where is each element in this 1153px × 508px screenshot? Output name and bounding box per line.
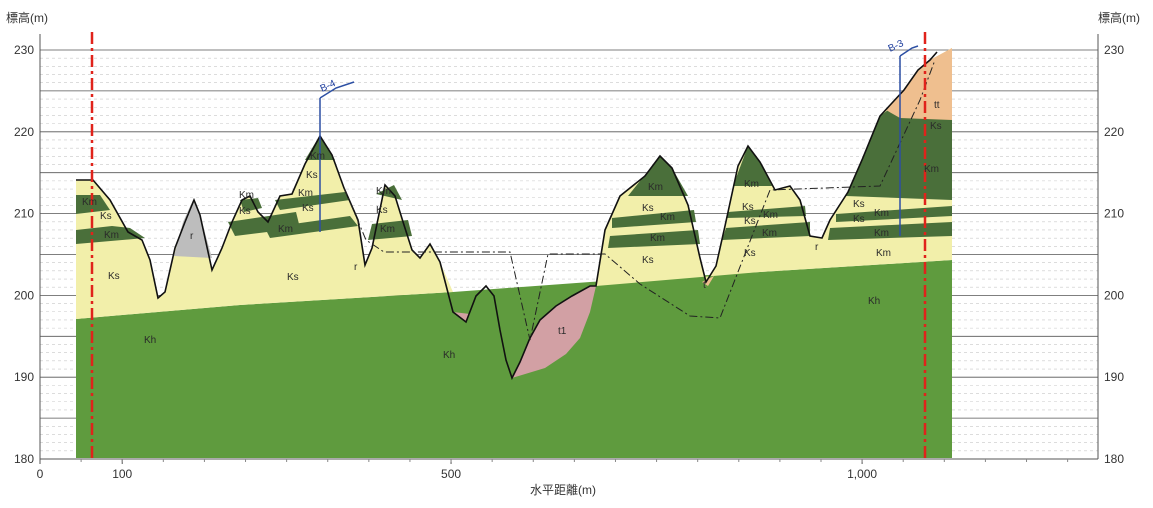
label-ks: Ks — [287, 272, 299, 283]
label-t: t — [703, 280, 706, 291]
y-tick-label-left: 200 — [14, 288, 34, 302]
label-ks: Ks — [306, 170, 318, 181]
layer-km-right-2 — [608, 230, 700, 248]
y-tick-label-right: 180 — [1104, 452, 1124, 466]
label-km: Km — [376, 186, 391, 197]
y-axis-title-left: 標高(m) — [6, 10, 48, 25]
label-kh: Kh — [144, 335, 156, 346]
layer-t1 — [512, 286, 596, 378]
x-axis-title: 水平距離(m) — [530, 483, 596, 497]
y-tick-label-right: 210 — [1104, 207, 1124, 221]
label-ks: Ks — [742, 202, 754, 213]
y-tick-label-left: 180 — [14, 452, 34, 466]
layer-km-ridge-1 — [726, 206, 806, 218]
label-km: Km — [924, 164, 939, 175]
label-km: Km — [762, 228, 777, 239]
label-ks: Ks — [642, 203, 654, 214]
y-tick-label-right: 190 — [1104, 370, 1124, 384]
label-ks: Ks — [108, 271, 120, 282]
label-kh: Kh — [868, 296, 880, 307]
label-r: r — [354, 262, 358, 273]
layer-km-b3-band — [836, 206, 952, 222]
label-km: Km — [763, 210, 778, 221]
layer-km-b3-band-2 — [828, 222, 952, 240]
y-tick-labels: 180 180 190 190 200 200 210 210 220 220 230 230 — [14, 43, 1124, 466]
label-ks: Ks — [376, 205, 388, 216]
label-ks: Ks — [853, 214, 865, 225]
y-tick-label-right: 200 — [1104, 288, 1124, 302]
label-kh: Kh — [443, 350, 455, 361]
layer-labels: Km Ks Km Ks Kh r Km Ks Km Km Ks Km Ks Ks… — [82, 100, 942, 361]
label-r: r — [815, 242, 819, 253]
label-tt: tt — [934, 100, 940, 111]
label-ks: Ks — [744, 248, 756, 259]
layer-r — [174, 200, 212, 258]
label-km: Km — [650, 233, 665, 244]
label-ks: Ks — [642, 255, 654, 266]
layer-km-b4-band-2 — [265, 216, 358, 238]
label-ks: Ks — [100, 211, 112, 222]
label-km: Km — [648, 182, 663, 193]
borehole-b4: B-4 — [319, 78, 355, 232]
y-tick-label-right: 220 — [1104, 125, 1124, 139]
label-km: Km — [82, 197, 97, 208]
y-axis-title-right: 標高(m) — [1098, 10, 1140, 25]
x-tick-label: 100 — [112, 467, 132, 481]
label-km: Km — [660, 212, 675, 223]
layer-km-right-peak — [628, 156, 688, 196]
label-ks: Ks — [853, 199, 865, 210]
x-tick-label: 500 — [441, 467, 461, 481]
layer-km-ridge-2 — [722, 222, 810, 240]
ground-surface — [76, 51, 938, 381]
layer-kh — [76, 260, 952, 458]
label-km: Km — [874, 208, 889, 219]
label-ks: Ks — [930, 121, 942, 132]
label-ks: Ks — [744, 216, 756, 227]
x-tick-label: 0 — [37, 467, 44, 481]
label-km: Km — [310, 151, 325, 162]
y-tick-label-left: 190 — [14, 370, 34, 384]
label-km: Km — [380, 224, 395, 235]
design-line-left — [343, 59, 936, 341]
label-km: Km — [239, 190, 254, 201]
label-km: Km — [278, 224, 293, 235]
y-tick-label-left: 230 — [14, 43, 34, 57]
layer-tt — [886, 48, 952, 120]
layer-km-right-1 — [612, 210, 696, 228]
label-ks: Ks — [302, 203, 314, 214]
layer-t-small — [702, 276, 714, 286]
layer-km-ridge — [733, 146, 772, 186]
x-tick-labels: 0 100 500 1,000 — [37, 459, 1069, 481]
label-t1: t1 — [558, 326, 567, 337]
layer-km-b4-band — [275, 192, 350, 210]
label-km: Km — [104, 230, 119, 241]
label-r: r — [190, 231, 194, 242]
label-ks: Km — [876, 248, 891, 259]
y-tick-label-left: 210 — [14, 207, 34, 221]
x-tick-label: 1,000 — [847, 467, 877, 481]
layer-km-hill-low — [368, 220, 412, 240]
label-km: Km — [744, 179, 759, 190]
label-ks: Ks — [239, 206, 251, 217]
label-km: Km — [874, 228, 889, 239]
y-tick-label-right: 230 — [1104, 43, 1124, 57]
label-km: Km — [298, 188, 313, 199]
y-tick-label-left: 220 — [14, 125, 34, 139]
